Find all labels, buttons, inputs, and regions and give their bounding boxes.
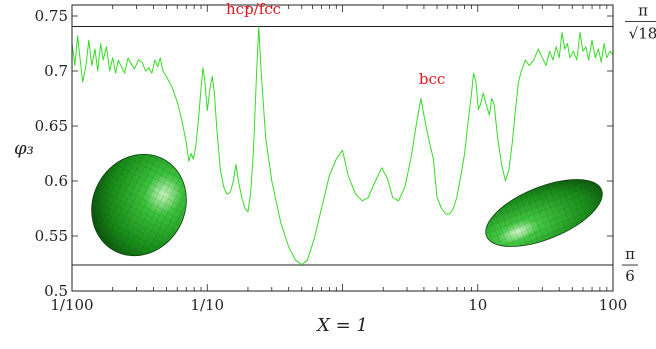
y-tick-label: 0.55 — [35, 227, 68, 245]
x-axis-label: X = 1 — [315, 315, 368, 336]
y-axis-label: φ₃ — [14, 138, 34, 159]
y-tick-label: 0.7 — [44, 62, 68, 80]
y-tick-label: 0.65 — [35, 117, 68, 135]
reference-label-denominator: 6 — [625, 267, 635, 285]
prolate-ellipsoid-icon — [485, 179, 603, 247]
x-tick-label: 10 — [468, 296, 487, 314]
oblate-ellipsoid-icon — [91, 153, 187, 257]
x-tick-label: 100 — [599, 296, 628, 314]
series-layer — [71, 26, 614, 266]
y-tick-label: 0.6 — [44, 172, 68, 190]
reference-label-numerator: π — [638, 1, 648, 19]
annotation-label: hcp/fcc — [226, 0, 281, 18]
reference-label-denominator: √18 — [629, 24, 656, 42]
x-tick-label: 1/10 — [190, 296, 224, 314]
tick-layer — [71, 5, 613, 292]
y-tick-label: 0.75 — [35, 7, 68, 25]
x-tick-label: 1/100 — [50, 296, 93, 314]
reference-label-numerator: π — [625, 245, 635, 263]
y-tick-label: 0.5 — [44, 282, 68, 300]
series-line — [71, 26, 614, 266]
label-layer: π √18 π 6 1/100 1/10 10 100 0.5 0.55 0.6 0.65 0.7 0.7… — [14, 0, 656, 336]
reference-lines — [72, 25, 613, 266]
annotation-label: bcc — [419, 70, 445, 88]
